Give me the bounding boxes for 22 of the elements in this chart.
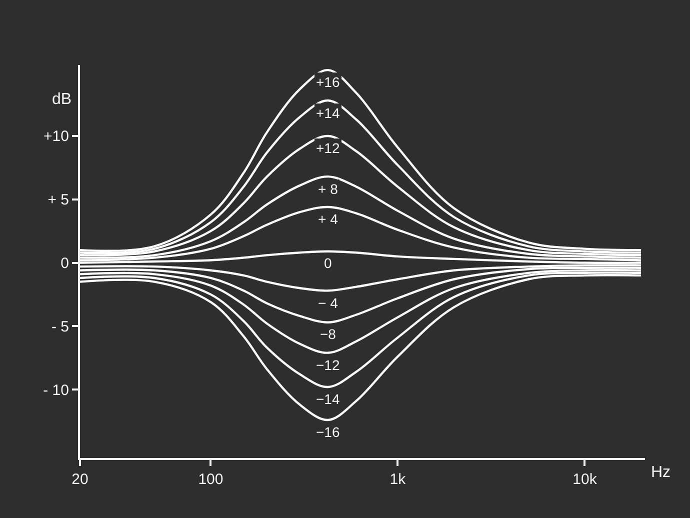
y-axis-title: dB [52,91,72,108]
y-tick-label: + 5 [48,192,69,209]
series-label: −8 [320,326,336,342]
x-tick-label: 1k [390,471,406,488]
x-tick-label: 100 [198,471,224,488]
series-label: + 4 [318,211,338,227]
x-axis-title: Hz [651,464,671,481]
series-label: − 4 [318,295,338,311]
series-label: +16 [316,74,340,90]
series-label: 0 [324,255,332,271]
series-label: +14 [316,105,340,121]
y-tick-label: 0 [60,255,69,272]
y-tick-label: +10 [44,128,69,146]
x-tick-label: 20 [72,471,88,488]
series-label: + 8 [318,181,338,197]
y-tick-label: - 5 [51,318,69,336]
series-label: −14 [316,391,340,407]
series-label: −12 [316,357,340,373]
series-label: +12 [316,140,340,156]
y-tick-label: - 10 [43,382,69,399]
series-label: −16 [316,424,340,440]
x-tick-label: 10k [572,471,598,488]
